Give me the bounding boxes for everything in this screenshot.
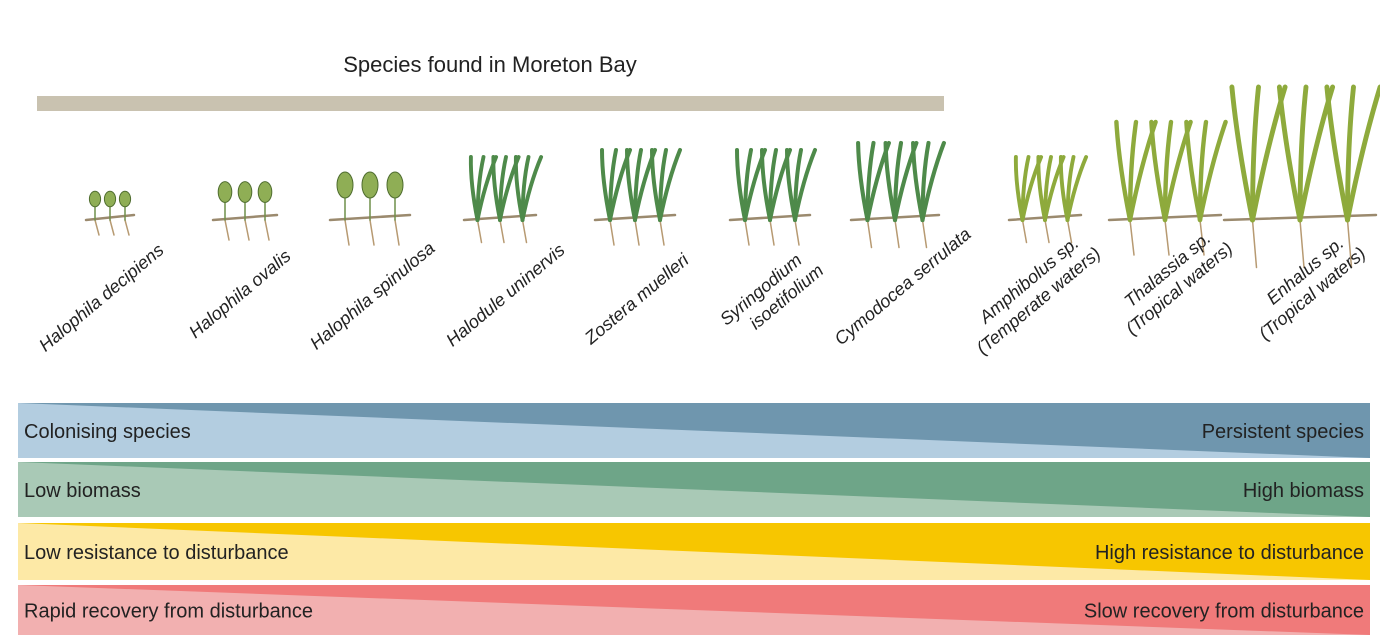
- root: [769, 219, 775, 246]
- root: [369, 219, 375, 246]
- title: Species found in Moreton Bay: [343, 52, 637, 77]
- gradient-right-label: Persistent species: [1202, 421, 1364, 443]
- blade: [1184, 119, 1203, 223]
- root: [1021, 219, 1028, 244]
- blade: [1324, 84, 1350, 223]
- species-label: Halodule uninervis: [442, 240, 568, 351]
- plant-illustrations: [84, 84, 1380, 269]
- root: [1199, 219, 1205, 256]
- species-label-line: Halophila decipiens: [35, 240, 167, 356]
- blade: [1197, 119, 1228, 223]
- gradient-wedge: [18, 403, 1370, 458]
- root: [866, 219, 873, 249]
- leaf: [336, 171, 354, 199]
- species-label: Halophila spinulosa: [306, 238, 438, 354]
- root: [1164, 219, 1170, 256]
- species-label: Cymodocea serrulata: [831, 224, 975, 349]
- blade: [1229, 84, 1255, 223]
- leaf: [217, 181, 233, 203]
- blade: [1345, 84, 1356, 223]
- root: [124, 219, 130, 236]
- leaf: [386, 171, 404, 199]
- blade: [1250, 84, 1261, 223]
- root: [1251, 219, 1258, 269]
- species-label: Halophila ovalis: [185, 246, 294, 342]
- species-label-line: Halophila ovalis: [185, 246, 294, 342]
- gradient-wedge: [18, 462, 1370, 517]
- root: [94, 219, 100, 236]
- leaf: [88, 190, 102, 208]
- gradient-left-label: Rapid recovery from disturbance: [24, 600, 313, 622]
- species-label: Amphibolus sp.(Temperate waters): [958, 226, 1104, 358]
- root: [244, 219, 250, 241]
- root: [794, 219, 800, 246]
- root: [264, 219, 270, 241]
- blade: [1345, 84, 1380, 223]
- species-label-line: Zostera muelleri: [580, 249, 693, 349]
- root: [109, 219, 115, 236]
- blade: [1065, 155, 1089, 222]
- gradient-right-label: High resistance to disturbance: [1095, 542, 1364, 564]
- leaf: [257, 181, 273, 203]
- root: [921, 219, 928, 249]
- blade: [658, 148, 682, 222]
- gradient-right-label: High biomass: [1243, 480, 1364, 502]
- blade: [1149, 119, 1168, 223]
- root: [744, 219, 750, 246]
- leaf: [237, 181, 253, 203]
- blade: [1297, 84, 1309, 223]
- blade: [1276, 84, 1303, 223]
- species-label: Syringodiumisoetifolium: [716, 243, 827, 346]
- species-label-line: Halodule uninervis: [442, 240, 568, 351]
- root: [394, 219, 400, 246]
- leaf: [103, 190, 117, 208]
- leaf: [118, 190, 132, 208]
- root: [499, 219, 505, 244]
- species-label-line: Cymodocea serrulata: [831, 224, 975, 349]
- root: [1129, 219, 1135, 256]
- gradient-left-label: Low resistance to disturbance: [24, 542, 289, 564]
- species-label: Thalassia sp.(Tropical waters): [1108, 221, 1237, 338]
- gradient-right-label: Slow recovery from disturbance: [1084, 600, 1364, 622]
- species-label: Zostera muelleri: [580, 249, 693, 349]
- moreton-bay-bracket: [37, 96, 944, 111]
- species-label: Halophila decipiens: [35, 240, 167, 356]
- gradient-left-label: Low biomass: [24, 480, 141, 502]
- root: [224, 219, 230, 241]
- species-label-line: Halophila spinulosa: [306, 238, 438, 354]
- gradient-wedge: [18, 523, 1370, 580]
- blade: [520, 155, 544, 222]
- root: [634, 219, 640, 246]
- gradient-left-label: Colonising species: [24, 421, 191, 443]
- leaf: [361, 171, 379, 199]
- root: [1346, 219, 1353, 269]
- blade: [793, 148, 817, 222]
- gradient-wedge: [18, 585, 1370, 635]
- root: [1299, 219, 1305, 269]
- root: [609, 219, 615, 246]
- root: [521, 219, 528, 244]
- root: [1044, 219, 1050, 244]
- root: [476, 219, 483, 244]
- blade: [1114, 119, 1133, 223]
- root: [659, 219, 665, 246]
- root: [1066, 219, 1073, 244]
- blade: [920, 140, 946, 223]
- root: [344, 219, 350, 246]
- root: [894, 219, 900, 249]
